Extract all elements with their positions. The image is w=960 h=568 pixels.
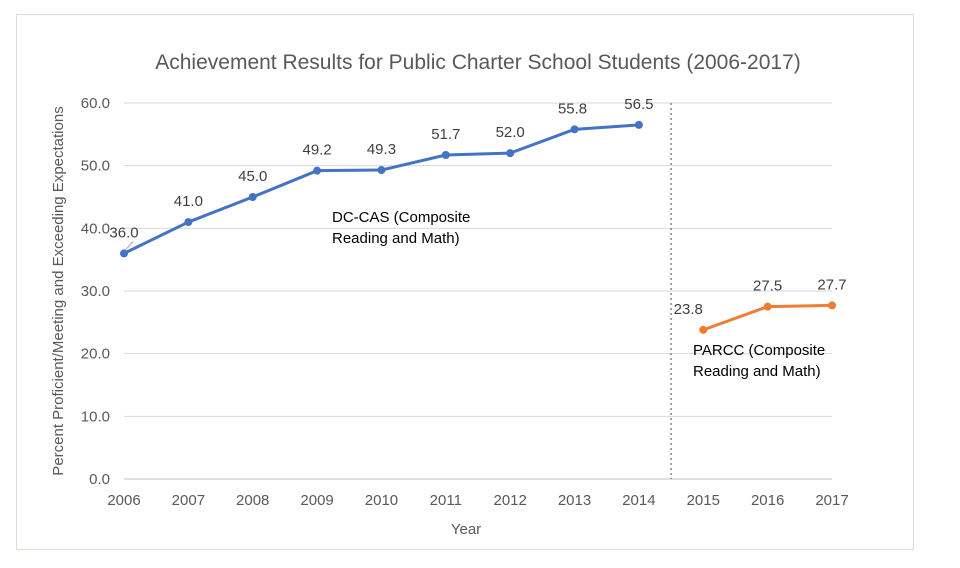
data-label: 23.8 (674, 301, 703, 318)
y-tick-label: 0.0 (89, 471, 110, 488)
y-tick-label: 10.0 (81, 408, 110, 425)
data-label: 27.5 (753, 278, 782, 295)
series-annotation-1: DC-CAS (Composite Reading and Math) (332, 209, 470, 247)
x-axis-title: Year (451, 521, 481, 538)
data-point (184, 218, 193, 227)
x-tick-label: 2013 (558, 492, 591, 509)
x-tick-label: 2007 (172, 492, 205, 509)
data-label: 36.0 (109, 224, 138, 241)
chart-svg: 0.0 10.0 20.0 30.0 40.0 50.0 60.0 2006 2007 2008 2… (50, 51, 849, 538)
data-label: 27.7 (817, 276, 846, 293)
data-point (570, 125, 579, 134)
data-point (313, 166, 322, 175)
x-tick-label: 2010 (365, 492, 398, 509)
y-tick-label: 50.0 (81, 158, 110, 175)
data-label: 52.0 (496, 124, 525, 141)
data-point (506, 149, 515, 158)
x-tick-label: 2016 (751, 492, 784, 509)
data-point (763, 302, 772, 311)
y-tick-label: 40.0 (81, 220, 110, 237)
data-point (377, 166, 386, 175)
data-label: 49.2 (302, 142, 331, 159)
y-tick-label: 30.0 (81, 283, 110, 300)
annotation-line: PARCC (Composite (693, 342, 825, 359)
chart-title: Achievement Results for Public Charter S… (155, 51, 801, 74)
y-axis-title: Percent Proficient/Meeting and Exceeding… (50, 106, 67, 475)
label-leader-line (125, 241, 134, 250)
x-tick-label: 2008 (236, 492, 269, 509)
y-tick-label: 20.0 (81, 346, 110, 363)
annotation-line: Reading and Math) (693, 363, 821, 380)
chart-frame: 0.0 10.0 20.0 30.0 40.0 50.0 60.0 2006 2007 2008 2… (16, 14, 914, 550)
x-tick-label: 2015 (687, 492, 720, 509)
data-point (828, 301, 836, 310)
data-point (120, 249, 128, 258)
y-tick-label: 60.0 (81, 95, 110, 112)
data-label: 41.0 (174, 193, 203, 210)
data-point (441, 151, 450, 160)
x-tick-label: 2017 (815, 492, 848, 509)
x-tick-label: 2006 (107, 492, 140, 509)
annotation-line: Reading and Math) (332, 230, 460, 247)
data-label: 51.7 (431, 126, 460, 143)
data-point (699, 325, 708, 334)
data-point (634, 120, 643, 129)
x-tick-label: 2012 (493, 492, 526, 509)
data-label: 45.0 (238, 168, 267, 185)
series-annotation-2: PARCC (Composite Reading and Math) (693, 342, 825, 380)
data-point (248, 193, 257, 201)
x-tick-label: 2011 (430, 492, 462, 509)
data-label: 49.3 (367, 141, 396, 158)
x-tick-label: 2014 (622, 492, 655, 509)
x-tick-label: 2009 (300, 492, 333, 509)
data-label: 55.8 (558, 100, 587, 117)
data-label: 56.5 (624, 96, 653, 113)
annotation-line: DC-CAS (Composite (332, 209, 470, 226)
